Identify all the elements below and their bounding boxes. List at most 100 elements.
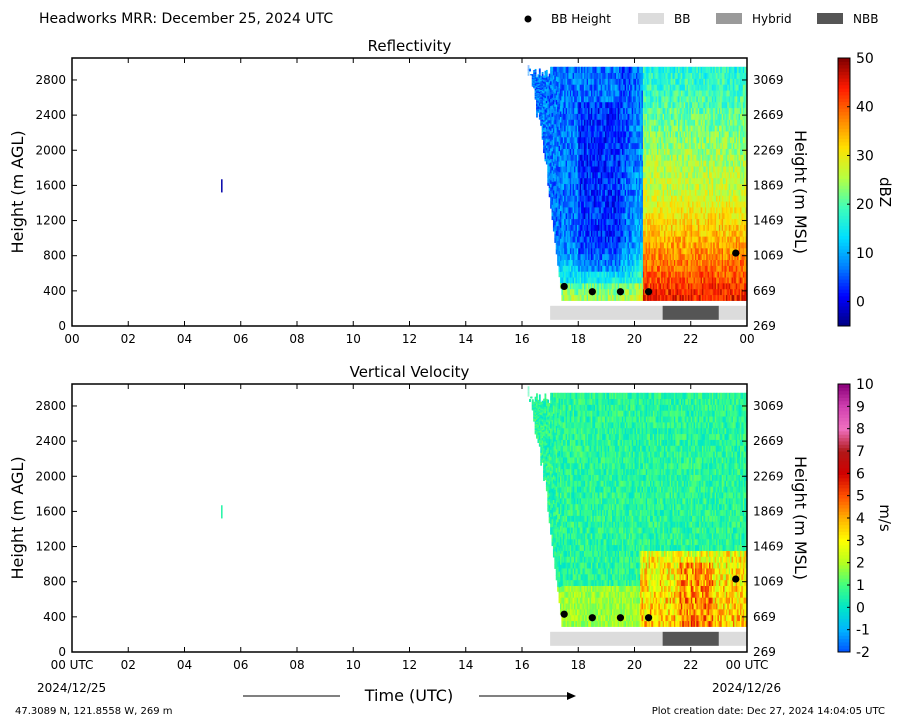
heatmap-cell [551,124,554,129]
heatmap-cell [571,125,574,132]
heatmap-cell [543,87,545,90]
heatmap-cell [567,207,569,214]
heatmap-cell [550,130,552,135]
heatmap-cell [579,195,582,202]
heatmap-cell [537,111,540,113]
heatmap-cell [544,154,547,157]
heatmap-cell [574,78,576,85]
heatmap-cell [572,166,575,173]
heatmap-cell [578,113,581,120]
heatmap-cell [534,84,537,86]
heatmap-cell [534,97,537,99]
heatmap-cell [536,115,538,117]
heatmap-cell [569,113,572,120]
heatmap-cell [533,86,536,88]
heatmap-cell [583,101,586,109]
heatmap-cell [565,142,568,149]
heatmap-cell [561,136,564,144]
heatmap-cell [537,80,540,83]
heatmap-cell [534,72,537,74]
heatmap-cell [575,72,578,79]
heatmap-cell [579,265,582,272]
heatmap-cell [551,97,554,102]
heatmap-cell [561,113,564,120]
heatmap-cell [593,218,596,225]
heatmap-cell [593,247,596,255]
heatmap-cell [559,149,562,156]
heatmap-cell [557,176,559,182]
heatmap-cell [585,218,588,225]
heatmap-cell [554,238,557,243]
heatmap-cell [592,294,595,301]
heatmap-cell [537,90,540,92]
heatmap-cell [585,166,588,173]
heatmap-cell [536,102,538,105]
heatmap-cell [545,72,548,76]
heatmap-cell [572,212,575,220]
heatmap-cell [548,104,551,108]
heatmap-cell [592,207,595,214]
heatmap-cell [588,224,590,231]
heatmap-cell [576,166,579,173]
heatmap-cell [586,242,589,249]
heatmap-cell [579,271,582,278]
heatmap-cell [536,78,538,81]
heatmap-cell [589,294,592,301]
heatmap-cell [585,90,588,97]
heatmap-cell [588,236,590,243]
heatmap-cell [551,196,554,201]
heatmap-cell [551,112,554,117]
heatmap-cell [579,66,582,74]
heatmap-cell [533,77,536,79]
heatmap-cell [547,139,550,143]
heatmap-cell [545,109,548,113]
heatmap-cell [565,107,568,114]
heatmap-cell [544,120,547,123]
heatmap-cell [568,78,571,85]
heatmap-cell [541,83,544,86]
heatmap-cell [555,141,558,147]
heatmap-cell [537,97,540,99]
heatmap-cell [590,212,593,220]
heatmap-cell [583,78,586,85]
heatmap-cell [544,115,547,119]
heatmap-cell [562,131,565,138]
heatmap-cell [541,136,544,139]
heatmap-cell [545,159,548,163]
heatmap-cell [538,83,541,86]
heatmap-cell [562,242,565,249]
heatmap-cell [541,85,544,88]
heatmap-cell [562,166,565,173]
heatmap-cell [547,136,550,140]
heatmap-cell [569,259,572,266]
heatmap-cell [558,72,561,78]
heatmap-cell [574,207,576,214]
heatmap-cell [561,166,564,173]
heatmap-cell [586,125,589,132]
heatmap-cell [579,142,582,149]
heatmap-cell [550,95,552,100]
heatmap-cell [541,102,544,105]
heatmap-cell [582,247,585,255]
heatmap-cell [554,202,557,208]
heatmap-cell [589,189,592,196]
heatmap-cell [567,224,569,231]
heatmap-cell [572,183,575,190]
heatmap-cell [538,117,541,120]
heatmap-cell [559,238,562,245]
heatmap-cell [562,107,565,114]
heatmap-cell [589,78,592,85]
heatmap-cell [576,294,579,301]
heatmap-cell [551,78,554,83]
heatmap-cell [593,265,596,272]
heatmap-cell [557,151,559,157]
heatmap-cell [589,212,592,220]
heatmap-cell [552,165,555,170]
legend-swatch-hybrid [716,13,742,24]
heatmap-cell [562,125,565,132]
heatmap-cell [578,136,581,144]
heatmap-cell [592,125,595,132]
heatmap-cell [589,247,592,255]
heatmap-cell [547,90,550,94]
heatmap-cell [567,84,569,91]
